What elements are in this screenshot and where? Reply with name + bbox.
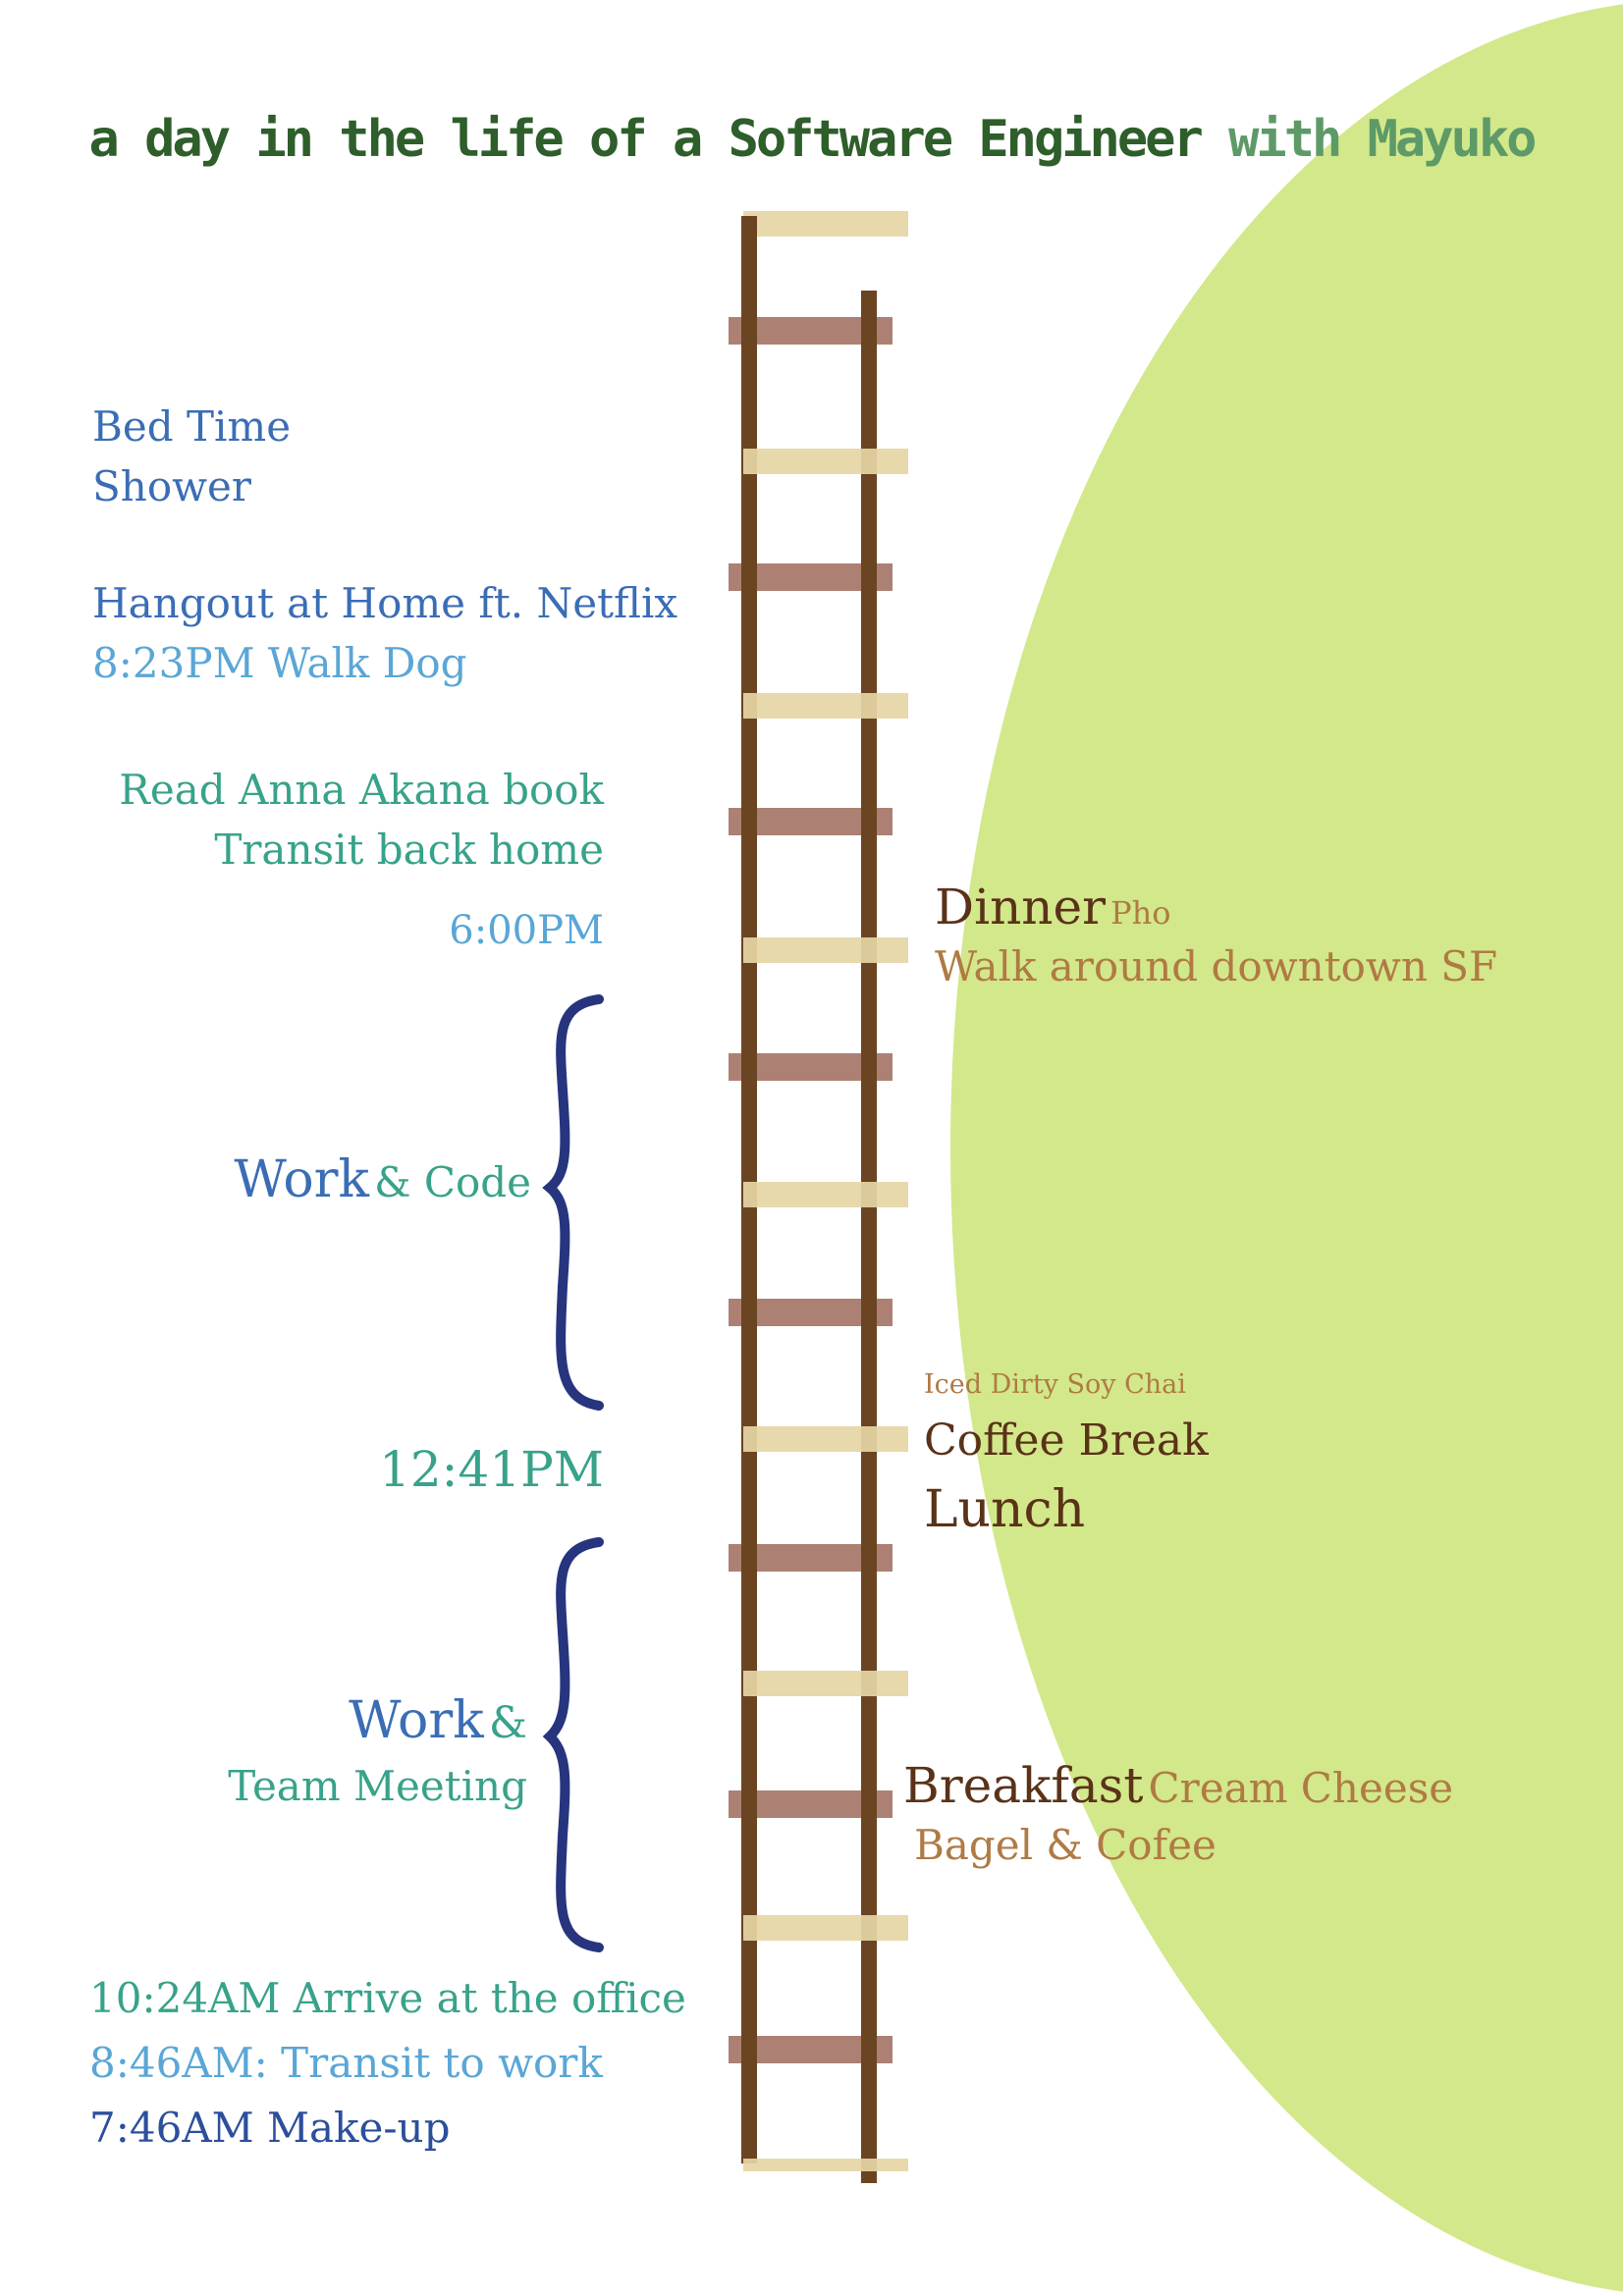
ladder-rung-light — [743, 2159, 908, 2171]
ladder-rung-light — [743, 1182, 908, 1207]
code-word: & Code — [374, 1158, 531, 1206]
ladder-rail-right — [861, 291, 877, 2183]
breakfast-detail-1: Cream Cheese — [1148, 1764, 1454, 1812]
dinner-detail: Pho — [1110, 894, 1171, 932]
work-meeting-line1: Work & — [349, 1691, 527, 1750]
breakfast-label: Breakfast — [903, 1757, 1144, 1814]
coffee-break-label: Coffee Break — [924, 1415, 1209, 1466]
ladder-rung-light — [743, 1915, 908, 1941]
bed-time-label: Bed Time — [92, 402, 292, 451]
work-word: Work — [234, 1150, 369, 1209]
transit-work-label: 8:46AM: Transit to work — [89, 2039, 603, 2087]
makeup-label: 7:46AM Make-up — [89, 2104, 451, 2152]
ladder-rung-light — [743, 1671, 908, 1696]
ladder-rung-light — [743, 693, 908, 719]
coffee-detail: Iced Dirty Soy Chai — [924, 1369, 1186, 1400]
walk-dog-label: 8:23PM Walk Dog — [92, 639, 467, 687]
work-code-block: Work & Code — [234, 1150, 531, 1209]
walk-downtown-label: Walk around downtown SF — [935, 942, 1498, 990]
time-6pm: 6:00PM — [449, 908, 604, 953]
amp-word: & — [488, 1698, 527, 1748]
work-word-2: Work — [349, 1691, 484, 1750]
shower-label: Shower — [92, 462, 251, 510]
lunch-label: Lunch — [924, 1480, 1086, 1539]
transit-home-label: Transit back home — [214, 826, 604, 874]
breakfast-detail-2: Bagel & Cofee — [914, 1821, 1217, 1869]
ladder-rung-light — [743, 449, 908, 474]
curly-brace-upper — [542, 994, 604, 1411]
arrive-office-label: 10:24AM Arrive at the office — [89, 1974, 686, 2022]
ladder-rung-light — [743, 937, 908, 963]
hangout-label: Hangout at Home ft. Netflix — [92, 579, 678, 627]
breakfast-line: Breakfast Cream Cheese — [903, 1757, 1453, 1814]
time-1241pm: 12:41PM — [379, 1441, 604, 1498]
ladder-rung-light — [743, 211, 908, 237]
page-title: a day in the life of a Software Engineer… — [0, 110, 1623, 169]
title-main: a day in the life of a Software Engineer — [88, 110, 1204, 169]
ladder-rung-light — [743, 1426, 908, 1452]
dinner-label: Dinner — [935, 879, 1106, 935]
curly-brace-lower — [542, 1537, 604, 1952]
team-meeting-label: Team Meeting — [228, 1762, 527, 1810]
read-book-label: Read Anna Akana book — [119, 766, 604, 814]
title-with: with Mayuko — [1228, 110, 1537, 169]
dinner-line: Dinner Pho — [935, 879, 1170, 935]
